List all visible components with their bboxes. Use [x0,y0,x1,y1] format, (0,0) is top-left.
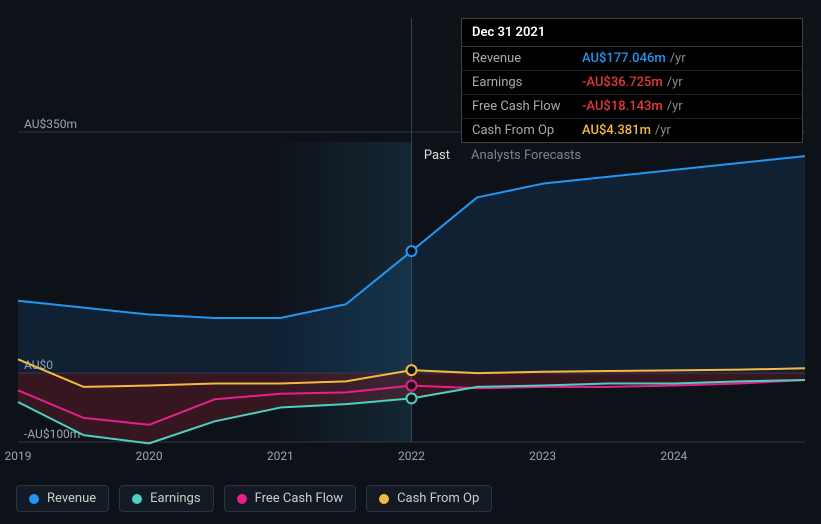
tooltip-metric-label: Cash From Op [472,123,582,138]
tooltip-metric-unit: /yr [667,99,683,114]
legend-label: Cash From Op [397,491,479,506]
legend-label: Free Cash Flow [255,491,343,506]
tooltip-row: RevenueAU$177.046m/yr [462,47,802,71]
tooltip-row: Free Cash Flow-AU$18.143m/yr [462,95,802,119]
chart-legend: Revenue Earnings Free Cash Flow Cash From O… [16,485,492,512]
svg-text:2022: 2022 [398,449,425,463]
tooltip-row: Cash From OpAU$4.381m/yr [462,119,802,142]
chart-tooltip: Dec 31 2021 RevenueAU$177.046m/yrEarning… [461,18,803,143]
legend-item-freeCashFlow[interactable]: Free Cash Flow [224,485,356,512]
svg-text:AU$350m: AU$350m [24,117,77,131]
legend-item-revenue[interactable]: Revenue [16,485,109,512]
past-section-label: Past [424,148,450,163]
svg-text:2019: 2019 [5,449,32,463]
legend-label: Revenue [47,491,96,506]
legend-swatch-icon [379,494,389,504]
tooltip-metric-label: Revenue [472,51,582,66]
tooltip-row: Earnings-AU$36.725m/yr [462,71,802,95]
tooltip-metric-value: -AU$36.725m [582,75,663,90]
tooltip-metric-unit: /yr [667,75,683,90]
tooltip-metric-unit: /yr [655,123,671,138]
tooltip-metric-label: Free Cash Flow [472,99,582,114]
legend-swatch-icon [237,494,247,504]
financial-chart: AU$350mAU$0-AU$100m201920202021202220232… [0,0,821,524]
tooltip-metric-unit: /yr [670,51,686,66]
legend-label: Earnings [150,491,200,506]
legend-swatch-icon [132,494,142,504]
svg-text:2023: 2023 [529,449,556,463]
tooltip-metric-label: Earnings [472,75,582,90]
svg-text:2020: 2020 [136,449,163,463]
tooltip-date: Dec 31 2021 [462,19,802,47]
tooltip-metric-value: -AU$18.143m [582,99,663,114]
tooltip-metric-value: AU$177.046m [582,51,666,66]
legend-item-cashFromOp[interactable]: Cash From Op [366,485,492,512]
legend-item-earnings[interactable]: Earnings [119,485,213,512]
tooltip-metric-value: AU$4.381m [582,123,651,138]
svg-text:2021: 2021 [267,449,294,463]
svg-text:2024: 2024 [660,449,687,463]
legend-swatch-icon [29,494,39,504]
forecast-section-label: Analysts Forecasts [471,148,581,163]
